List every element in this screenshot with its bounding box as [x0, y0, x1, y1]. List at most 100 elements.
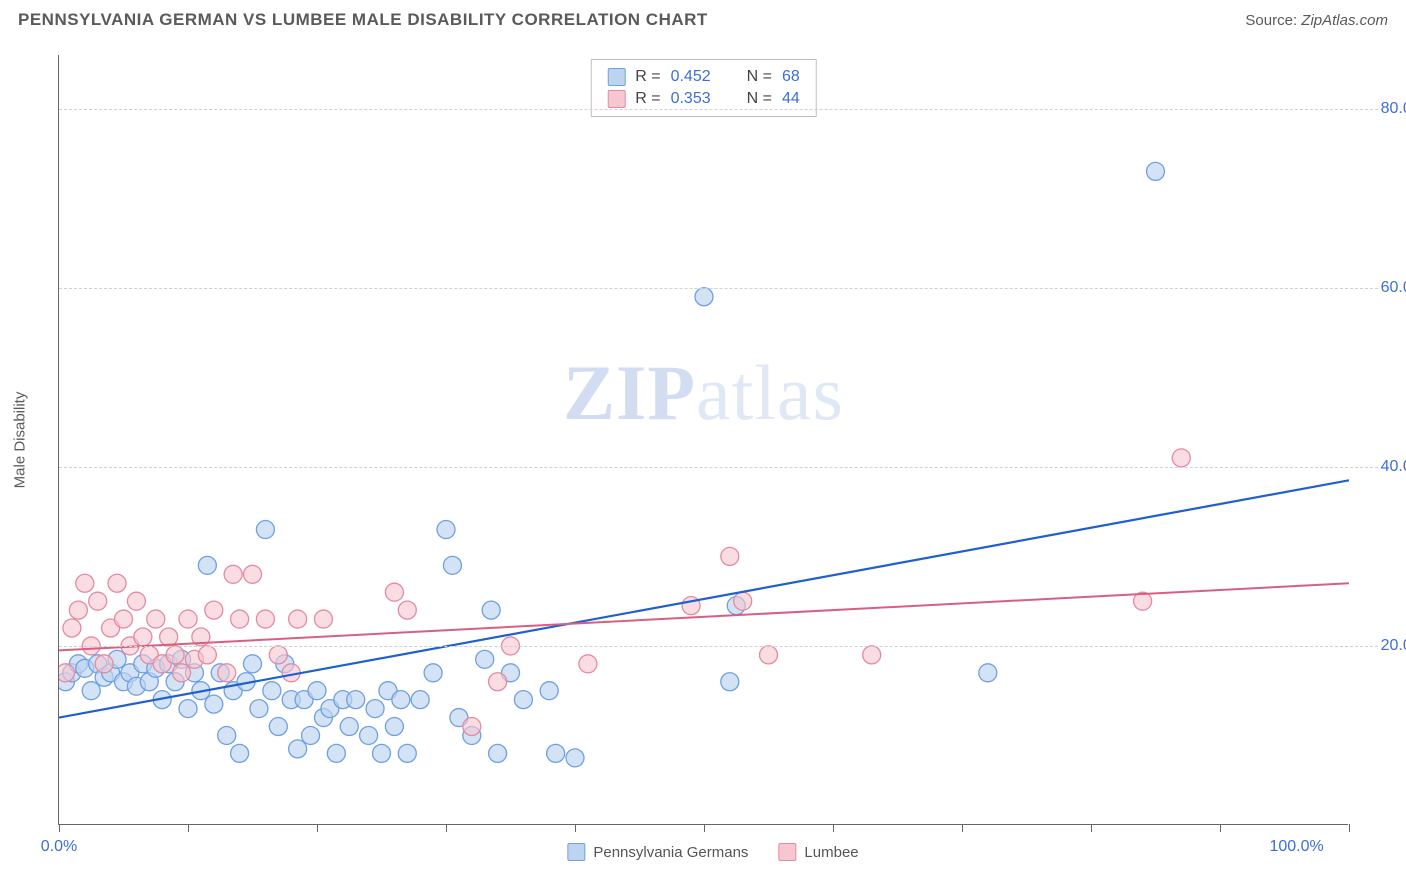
- scatter-point: [734, 592, 752, 610]
- scatter-point: [327, 744, 345, 762]
- scatter-point: [82, 682, 100, 700]
- gridline: [59, 288, 1378, 289]
- x-tick: [59, 824, 60, 832]
- scatter-point: [979, 664, 997, 682]
- scatter-point: [547, 744, 565, 762]
- x-tick: [446, 824, 447, 832]
- scatter-point: [385, 583, 403, 601]
- scatter-point: [289, 610, 307, 628]
- scatter-point: [198, 556, 216, 574]
- scatter-point: [95, 655, 113, 673]
- plot-area: ZIPatlas R =0.452N =68R =0.353N =44 20.0…: [58, 55, 1348, 825]
- legend-label: Pennsylvania Germans: [593, 844, 748, 861]
- scatter-point: [340, 718, 358, 736]
- legend-label: Lumbee: [804, 844, 858, 861]
- scatter-point: [179, 610, 197, 628]
- x-tick-label-left: 0.0%: [41, 838, 77, 856]
- scatter-point: [89, 592, 107, 610]
- scatter-point: [398, 601, 416, 619]
- scatter-point: [231, 610, 249, 628]
- source-prefix: Source:: [1245, 12, 1301, 29]
- scatter-point: [224, 565, 242, 583]
- x-tick: [962, 824, 963, 832]
- y-tick-label: 80.0%: [1381, 100, 1406, 118]
- scatter-point: [476, 650, 494, 668]
- x-tick: [317, 824, 318, 832]
- scatter-point: [269, 646, 287, 664]
- scatter-point: [218, 726, 236, 744]
- scatter-point: [115, 610, 133, 628]
- trend-line: [59, 583, 1349, 650]
- scatter-point: [695, 288, 713, 306]
- scatter-point: [463, 718, 481, 736]
- scatter-point: [250, 700, 268, 718]
- scatter-point: [411, 691, 429, 709]
- scatter-point: [244, 565, 262, 583]
- scatter-point: [256, 610, 274, 628]
- scatter-point: [566, 749, 584, 767]
- scatter-point: [166, 646, 184, 664]
- scatter-point: [721, 547, 739, 565]
- scatter-point: [863, 646, 881, 664]
- scatter-point: [256, 521, 274, 539]
- legend-swatch: [567, 843, 585, 861]
- x-tick: [1220, 824, 1221, 832]
- scatter-point: [198, 646, 216, 664]
- x-tick: [1091, 824, 1092, 832]
- scatter-point: [579, 655, 597, 673]
- x-tick: [575, 824, 576, 832]
- trend-line: [59, 480, 1349, 717]
- scatter-point: [366, 700, 384, 718]
- scatter-point: [347, 691, 365, 709]
- scatter-point: [289, 740, 307, 758]
- scatter-point: [205, 695, 223, 713]
- x-tick: [833, 824, 834, 832]
- gridline: [59, 467, 1378, 468]
- scatter-point: [314, 610, 332, 628]
- scatter-point: [76, 574, 94, 592]
- scatter-point: [373, 744, 391, 762]
- scatter-point: [308, 682, 326, 700]
- gridline: [59, 646, 1378, 647]
- scatter-point: [760, 646, 778, 664]
- y-tick-label: 40.0%: [1381, 458, 1406, 476]
- scatter-point: [179, 700, 197, 718]
- x-tick: [1349, 824, 1350, 832]
- x-tick: [704, 824, 705, 832]
- scatter-point: [69, 601, 87, 619]
- legend-swatch: [778, 843, 796, 861]
- source-name: ZipAtlas.com: [1301, 12, 1388, 29]
- scatter-point: [59, 664, 74, 682]
- chart-container: Male Disability ZIPatlas R =0.452N =68R …: [48, 55, 1378, 825]
- x-tick-label-right: 100.0%: [1269, 838, 1323, 856]
- scatter-point: [360, 726, 378, 744]
- y-tick-label: 60.0%: [1381, 279, 1406, 297]
- scatter-point: [540, 682, 558, 700]
- scatter-point: [263, 682, 281, 700]
- x-tick: [188, 824, 189, 832]
- y-axis-label: Male Disability: [12, 392, 29, 489]
- scatter-point: [134, 628, 152, 646]
- scatter-point: [302, 726, 320, 744]
- scatter-point: [244, 655, 262, 673]
- scatter-point: [173, 664, 191, 682]
- scatter-point: [269, 718, 287, 736]
- scatter-point: [392, 691, 410, 709]
- scatter-point: [398, 744, 416, 762]
- scatter-svg: [59, 55, 1349, 825]
- scatter-point: [160, 628, 178, 646]
- scatter-point: [231, 744, 249, 762]
- chart-title: PENNSYLVANIA GERMAN VS LUMBEE MALE DISAB…: [18, 10, 708, 30]
- scatter-point: [1172, 449, 1190, 467]
- scatter-point: [482, 601, 500, 619]
- scatter-point: [424, 664, 442, 682]
- scatter-point: [443, 556, 461, 574]
- y-tick-label: 20.0%: [1381, 637, 1406, 655]
- scatter-point: [489, 673, 507, 691]
- scatter-point: [127, 592, 145, 610]
- scatter-point: [437, 521, 455, 539]
- gridline: [59, 109, 1378, 110]
- series-legend: Pennsylvania Germans Lumbee: [567, 843, 858, 861]
- scatter-point: [721, 673, 739, 691]
- scatter-point: [489, 744, 507, 762]
